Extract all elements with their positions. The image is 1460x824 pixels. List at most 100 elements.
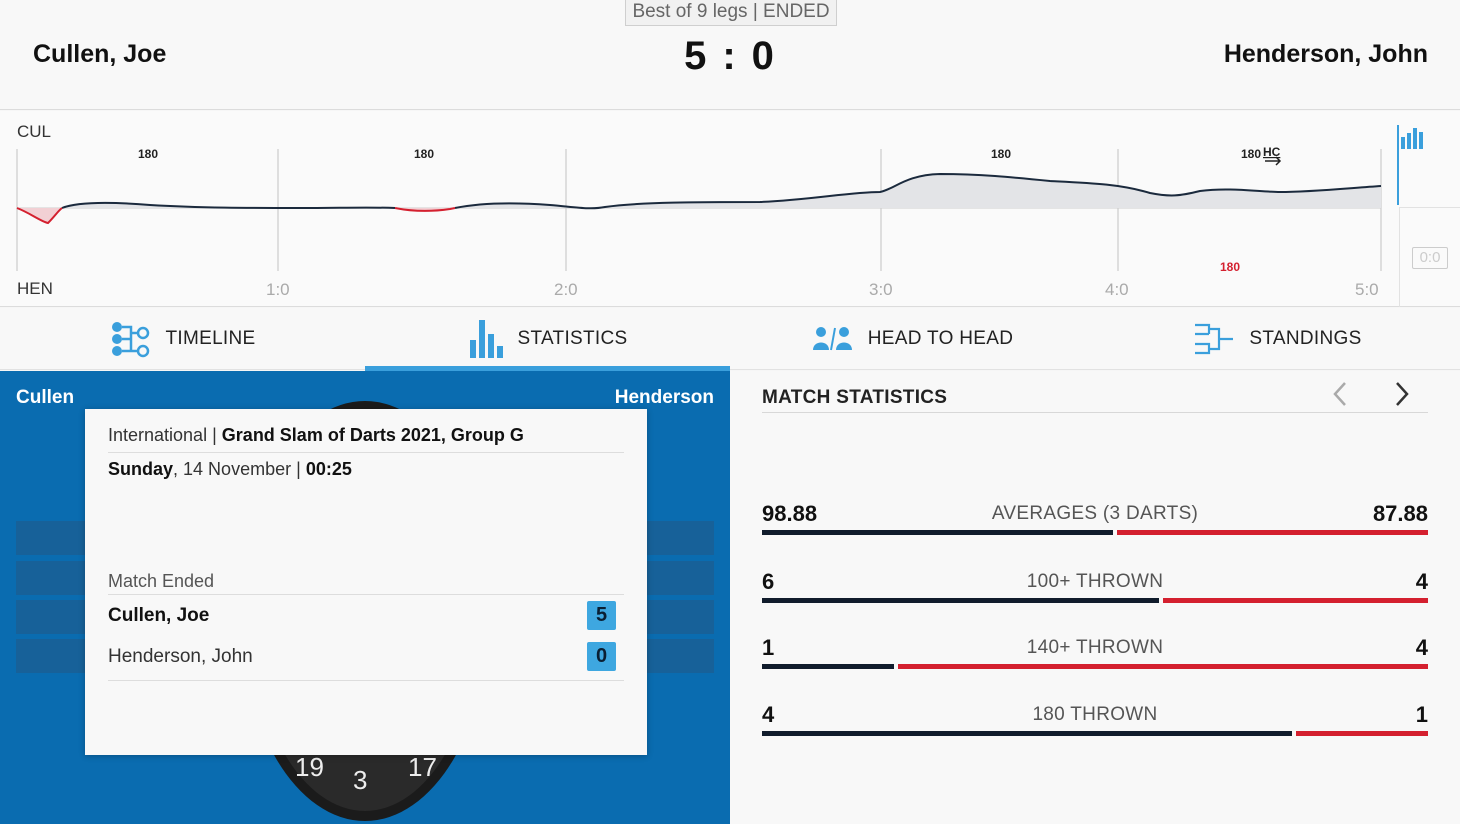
divider [108, 594, 624, 595]
chart-side-divider [1397, 125, 1399, 205]
stat-away-bar [898, 664, 1428, 669]
match-weekday: Sunday [108, 459, 174, 479]
leg-label: 3:0 [869, 280, 893, 299]
match-header: Best of 9 legs | ENDED Cullen, Joe 5:0 H… [0, 0, 1460, 110]
stats-title: MATCH STATISTICS [762, 387, 948, 408]
stat-home-bar [762, 530, 1113, 535]
card-player-score: 0 [587, 642, 616, 671]
tab-statistics[interactable]: STATISTICS [365, 308, 730, 371]
timeline-icon [112, 322, 150, 358]
leg-label: 4:0 [1105, 280, 1129, 299]
bracket-icon [1195, 323, 1234, 355]
match-format-badge: Best of 9 legs | ENDED [625, 0, 837, 26]
away-180-marker: 180 [1220, 260, 1240, 274]
board-number: 19 [295, 752, 324, 782]
stat-label: 180 THROWN [1032, 704, 1158, 725]
momentum-line-away [16, 207, 63, 225]
away-player-name[interactable]: Henderson, John [1223, 40, 1428, 68]
divider [762, 412, 1428, 413]
tab-label: STANDINGS [1249, 328, 1362, 349]
momentum-svg: CUL HEN 180 180 180 [16, 122, 1382, 299]
tab-label: HEAD TO HEAD [867, 328, 1014, 349]
stat-home-value: 98.88 [762, 501, 818, 526]
side-score-badge: 0:0 [1412, 247, 1448, 269]
stat-label: AVERAGES (3 DARTS) [991, 503, 1199, 524]
stat-home-value: 4 [762, 702, 775, 727]
chevron-right-icon [1396, 382, 1409, 406]
match-datetime: Sunday, 14 November | 00:25 [108, 459, 352, 479]
chart-toggle-button[interactable] [1399, 125, 1459, 205]
bar-chart-icon [1401, 128, 1423, 149]
card-player-name: Cullen, Joe [108, 605, 210, 626]
match-category: International [108, 425, 208, 445]
stat-home-value: 1 [762, 635, 775, 660]
momentum-chart: CUL HEN 180 180 180 [0, 111, 1460, 307]
stat-away-bar [1117, 530, 1428, 535]
stat-home-bar [762, 664, 894, 669]
stat-row-100-plus: 100+ THROWN 6 4 [762, 569, 1428, 609]
stat-row-140-plus: 140+ THROWN 1 4 [762, 635, 1428, 675]
match-score: 5:0 [620, 34, 840, 79]
momentum-line-home [61, 201, 396, 210]
head-to-head-icon [812, 327, 852, 351]
divider [108, 680, 624, 681]
leg-label: 1:0 [266, 280, 290, 299]
home-player-name[interactable]: Cullen, Joe [33, 40, 167, 68]
divider [108, 452, 624, 453]
stat-away-value: 4 [1415, 635, 1428, 660]
stat-away-bar [1296, 731, 1428, 736]
away-score: 0 [751, 34, 776, 78]
match-competition: International | Grand Slam of Darts 2021… [108, 425, 524, 446]
card-player-score: 5 [587, 601, 616, 630]
card-player-name: Henderson, John [108, 646, 253, 667]
match-time: 00:25 [305, 459, 352, 479]
match-info-card: International | Grand Slam of Darts 2021… [85, 409, 647, 755]
stat-home-value: 6 [762, 569, 775, 594]
stat-away-value: 4 [1415, 569, 1428, 594]
bar-chart-icon [469, 320, 503, 358]
tab-label: STATISTICS [517, 328, 628, 349]
panel-home-name: Cullen [16, 387, 75, 408]
panel-away-name: Henderson [614, 387, 714, 408]
home-score: 5 [684, 34, 709, 78]
tab-timeline[interactable]: TIMELINE [0, 308, 365, 370]
momentum-line-home [454, 172, 1382, 210]
home-abbr: CUL [17, 122, 51, 141]
category-separator: | [212, 425, 217, 445]
stat-row-180: 180 THROWN 4 1 [762, 702, 1428, 742]
tab-label: TIMELINE [165, 328, 256, 349]
match-status: Match Ended [108, 571, 215, 591]
datetime-separator: | [296, 459, 301, 479]
match-statistics-panel: MATCH STATISTICS AVERAGES (3 DARTS) 98.8… [730, 371, 1460, 824]
chart-side-panel [1399, 207, 1460, 307]
stat-label: 100+ THROWN [1026, 571, 1164, 592]
tab-bar: TIMELINE STATISTICS HEAD TO HEAD [0, 308, 1460, 371]
high-checkout-arrow-icon [1265, 156, 1282, 166]
card-player-row[interactable]: Cullen, Joe 5 [108, 599, 624, 633]
home-180-marker: 180 [414, 147, 434, 161]
match-date: 14 November [183, 459, 292, 479]
stat-away-value: 1 [1415, 702, 1428, 727]
home-180-marker: 180 [1241, 147, 1261, 161]
board-number: 17 [408, 752, 437, 782]
momentum-line-away [394, 207, 456, 212]
score-separator: : [722, 34, 738, 78]
stat-home-bar [762, 731, 1292, 736]
stat-row-averages: AVERAGES (3 DARTS) 98.88 87.88 [762, 501, 1428, 541]
leg-label: 2:0 [554, 280, 578, 299]
stats-next-button[interactable] [1392, 379, 1418, 409]
stat-away-bar [1163, 598, 1428, 603]
stat-home-bar [762, 598, 1159, 603]
card-player-row[interactable]: Henderson, John 0 [108, 640, 624, 674]
board-number: 3 [353, 765, 367, 795]
home-180-marker: 180 [991, 147, 1011, 161]
tab-standings[interactable]: STANDINGS [1095, 308, 1460, 370]
leg-label: 5:0 [1355, 280, 1379, 299]
tab-head-to-head[interactable]: HEAD TO HEAD [730, 308, 1095, 370]
stat-away-value: 87.88 [1372, 501, 1428, 526]
stats-prev-button[interactable] [1330, 379, 1356, 409]
match-tournament[interactable]: Grand Slam of Darts 2021, Group G [221, 425, 524, 445]
away-abbr: HEN [17, 279, 53, 298]
home-180-marker: 180 [138, 147, 158, 161]
